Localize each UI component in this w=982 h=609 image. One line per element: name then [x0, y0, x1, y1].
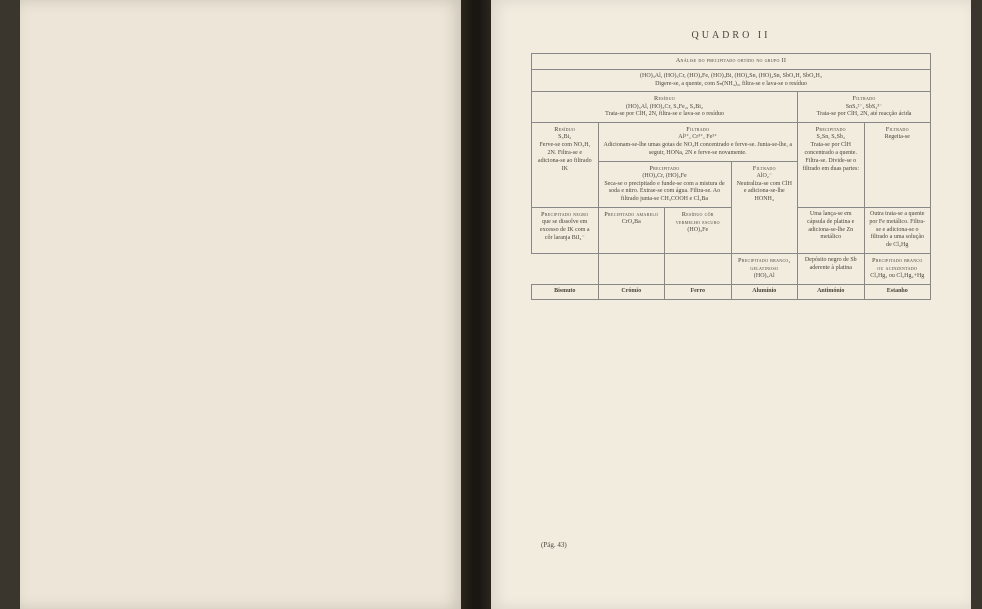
left-page — [20, 0, 461, 609]
elem-ferro: Ferro — [665, 285, 732, 300]
r4c2 — [598, 254, 665, 285]
r3c2: Precipitado amarelo CrO₄Ba — [598, 208, 665, 254]
right-page: QUADRO II Análise do precipitado obtido … — [491, 0, 971, 609]
col5-filtrado: Filtrado Regeita-se — [864, 123, 931, 208]
col1b-precip-negro: Precipitado negro que se dissolve em exc… — [532, 208, 599, 254]
elem-aluminio: Alumínio — [731, 285, 798, 300]
c4b: Uma lança-se em cápsula de platina e adi… — [798, 208, 865, 254]
book-spine — [461, 0, 491, 609]
header-compounds: (HO)₃Al, (HO)₃Cr, (HO)₃Fe, (HO)₃Bi, (HO)… — [532, 69, 931, 92]
elem-antimonio: Antimónio — [798, 285, 865, 300]
filtrado-cell: Filtrado SnS₃²⁻, SbS₄³⁻ Trata-se por ClH… — [798, 92, 931, 123]
r3c5: Depósito negro de Sb aderente à platina — [798, 254, 865, 285]
residuo-cell: Resíduo (HO)₃Al, (HO)₃Cr, S₃Fe₂, S₃Bi₂ T… — [532, 92, 798, 123]
c5b: Outra trata-se a quente por Fe metálico.… — [864, 208, 931, 254]
elem-bismuto: Bismuto — [532, 285, 599, 300]
header-analysis: Análise do precipitado obtido no grupo I… — [532, 54, 931, 70]
elem-cromio: Crómio — [598, 285, 665, 300]
r4c3 — [665, 254, 732, 285]
elem-estanho: Estanho — [864, 285, 931, 300]
r3c4: Precipitado branco, gelatinoso (HO)₃Al — [731, 254, 798, 285]
page-reference: (Pág. 43) — [541, 541, 567, 549]
page-title: QUADRO II — [531, 30, 931, 41]
r3c3: Resíduo côr vermelho escuro (HO)₃Fe — [665, 208, 732, 254]
col2-filtrado: Filtrado Al³⁺, Cr³⁺, Fe³⁺ Adicionam-se-l… — [598, 123, 798, 162]
col2b-precipitado: Precipitado (HO)₃Cr, (HO)₃Fe Seca-se o p… — [598, 161, 731, 207]
col4-precipitado: Precipitado S₂Sn, S₅Sb₂ Trata-se por ClH… — [798, 123, 865, 208]
analysis-table: Análise do precipitado obtido no grupo I… — [531, 53, 931, 300]
col3-filtrado: Filtrado AlO₂⁻ Neutraliza-se com ClH e a… — [731, 161, 798, 253]
r3c6: Precipitado branco ou acinzentado Cl₂Hg₂… — [864, 254, 931, 285]
col1-residuo: Resíduo S₃Bi₂ Ferve-se com NO₃H, 2N. Fil… — [532, 123, 599, 208]
